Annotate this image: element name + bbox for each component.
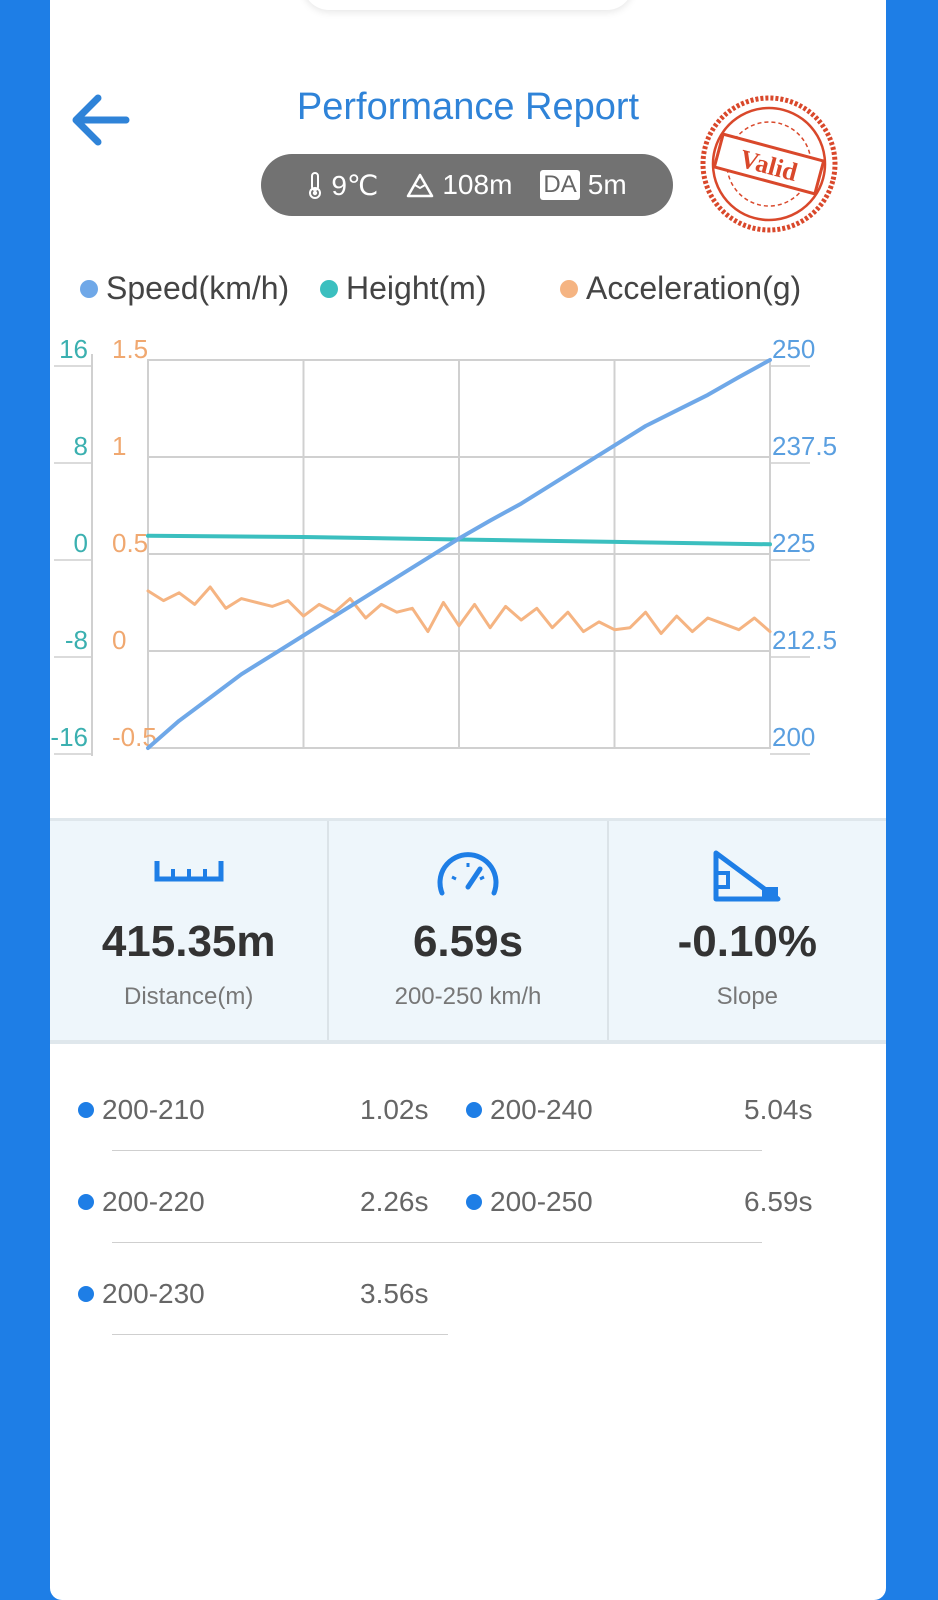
- split-time-200-210: 1.02s: [360, 1094, 429, 1125]
- height-tick-label: -8: [65, 625, 88, 655]
- split-dot: [466, 1194, 482, 1210]
- split-dot: [78, 1194, 94, 1210]
- split-range-200-240: 200-240: [466, 1094, 593, 1126]
- da-badge: DA: [540, 170, 580, 200]
- accel-tick-label: 1: [112, 431, 126, 461]
- split-range-label: 200-240: [490, 1094, 593, 1125]
- legend-label-height: Height(m): [346, 270, 487, 306]
- legend-item-height[interactable]: Height(m): [320, 270, 486, 307]
- da-value: 5m: [587, 169, 627, 200]
- legend-label-speed: Speed(km/h): [106, 270, 290, 306]
- slope-icon: [713, 850, 781, 902]
- split-range-200-220: 200-220: [78, 1186, 205, 1218]
- accel-tick-label: 1.5: [112, 334, 148, 364]
- split-range-200-230: 200-230: [78, 1278, 205, 1310]
- series-line-speed: [146, 358, 772, 750]
- legend-dot-speed: [80, 279, 98, 298]
- legend-dot-acceleration: [560, 279, 578, 298]
- accel-tick-label: 0.5: [112, 528, 148, 558]
- speed-tick-label: 212.5: [772, 625, 837, 655]
- temperature-item: 9℃: [307, 169, 378, 202]
- speedometer-icon: [437, 852, 499, 896]
- back-button[interactable]: [66, 88, 136, 152]
- stat-slope-label: Slope: [716, 983, 779, 1010]
- split-dot: [466, 1102, 482, 1118]
- height-tick-label: -16: [50, 722, 88, 752]
- altitude-value: 108m: [442, 169, 513, 200]
- stat-distance: 415.35m Distance(m): [50, 821, 327, 1040]
- stat-time-value: 6.59s: [412, 917, 524, 966]
- mountain-icon: [407, 173, 434, 198]
- legend-dot-height: [320, 279, 338, 298]
- split-range-label: 200-210: [102, 1094, 205, 1125]
- arrow-left-icon: [72, 94, 130, 146]
- stat-distance-label: Distance(m): [123, 983, 254, 1010]
- speed-tick-label: 225: [772, 528, 815, 558]
- valid-stamp: Valid: [700, 95, 838, 233]
- split-divider: [112, 1150, 448, 1151]
- accel-tick-label: 0: [112, 625, 126, 655]
- split-divider: [448, 1150, 762, 1151]
- stat-slope-value: -0.10%: [677, 917, 818, 966]
- stat-time: 6.59s 200-250 km/h: [327, 821, 606, 1040]
- split-dot: [78, 1286, 94, 1302]
- thermometer-icon: [309, 172, 322, 199]
- chart-legend: Speed(km/h) Height(m) Acceleration(g): [50, 270, 886, 310]
- ruler-icon: [154, 861, 224, 882]
- temperature-value: 9℃: [331, 169, 379, 201]
- stat-distance-value: 415.35m: [101, 917, 276, 966]
- split-range-label: 200-230: [102, 1278, 205, 1309]
- split-time-200-220: 2.26s: [360, 1186, 429, 1217]
- height-tick-label: 16: [59, 334, 88, 364]
- stats-panel: 415.35m Distance(m) 6.59s 200-250 km/h: [50, 818, 886, 1044]
- stat-time-label: 200-250 km/h: [394, 983, 542, 1010]
- top-pill: [303, 0, 633, 10]
- report-card: Performance Report 9℃ 108m DA 5m: [50, 0, 886, 1600]
- split-divider: [448, 1242, 762, 1243]
- stat-slope: -0.10% Slope: [606, 821, 886, 1040]
- page-title: Performance Report: [296, 86, 640, 128]
- split-range-200-210: 200-210: [78, 1094, 205, 1126]
- environment-pill: 9℃ 108m DA 5m: [261, 154, 673, 216]
- legend-label-acceleration: Acceleration(g): [586, 270, 802, 306]
- height-tick-label: 0: [74, 528, 88, 558]
- height-tick-label: 8: [74, 431, 88, 461]
- split-time-200-230: 3.56s: [360, 1278, 429, 1309]
- split-divider: [112, 1242, 448, 1243]
- legend-item-speed[interactable]: Speed(km/h): [80, 270, 289, 307]
- split-range-label: 200-250: [490, 1186, 593, 1217]
- speed-tick-label: 250: [772, 334, 815, 364]
- legend-item-acceleration[interactable]: Acceleration(g): [560, 270, 801, 307]
- split-time-200-250: 6.59s: [744, 1186, 813, 1217]
- density-altitude-item: DA 5m: [540, 169, 627, 201]
- split-time-200-240: 5.04s: [744, 1094, 813, 1125]
- split-dot: [78, 1102, 94, 1118]
- altitude-item: 108m: [406, 169, 512, 201]
- series-line-accel: [146, 585, 772, 635]
- speed-tick-label: 237.5: [772, 431, 837, 461]
- split-divider: [112, 1334, 448, 1335]
- speed-tick-label: 200: [772, 722, 815, 752]
- split-range-label: 200-220: [102, 1186, 205, 1217]
- split-range-200-250: 200-250: [466, 1186, 593, 1218]
